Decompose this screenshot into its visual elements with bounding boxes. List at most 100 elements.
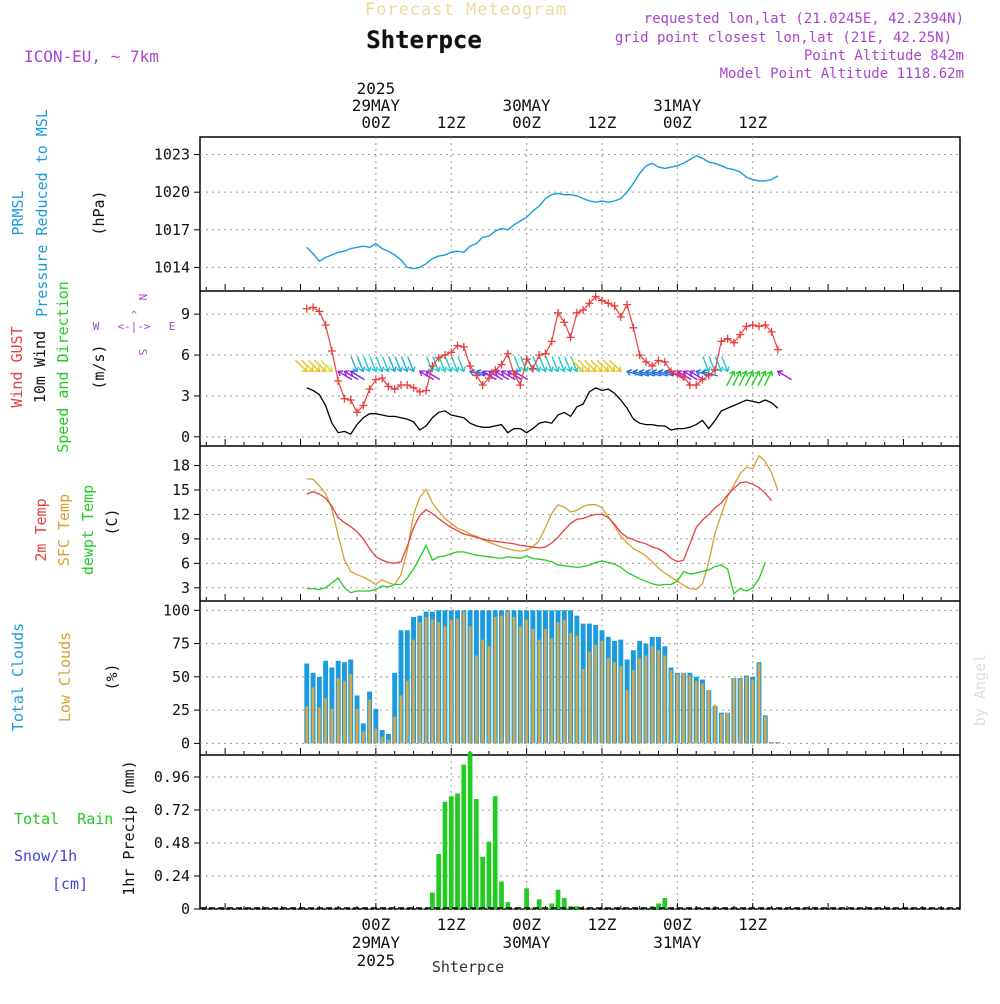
gust-marker [704,371,713,380]
arrow-head [352,366,360,373]
low-cloud-bar [355,708,359,744]
arrow-shaft [350,356,358,372]
wind-direction-arrow [609,359,622,373]
wind-direction-arrow [320,359,333,373]
low-cloud-bar [443,626,447,744]
low-cloud-bar [613,662,616,744]
gust-marker [321,321,330,330]
y-tick-label: 1020 [154,183,190,201]
gust-marker [604,299,613,308]
gust-marker [334,376,343,385]
precip-panel: 0 0.24 0.48 0.72 0.96 [154,752,961,918]
low-cloud-bar [663,655,667,744]
low-cloud-bar [632,670,635,744]
wind-direction-arrow [538,356,548,373]
low-cloud-bar [619,666,623,744]
arrow-shaft [307,359,320,372]
arrow-shaft [406,356,415,372]
arrow-head [644,369,651,376]
gust-marker [447,348,456,357]
low-cloud-bar [657,650,660,744]
low-cloud-bar [606,658,610,744]
gust-marker [755,322,764,331]
low-cloud-bar [405,680,409,744]
gust-marker [597,296,606,305]
top-time-label: 12Z [738,113,767,132]
arrow-head [459,366,466,373]
gust-marker [585,299,594,308]
rain-bar [561,898,567,909]
low-cloud-bar [581,668,585,744]
wind-direction-arrow [457,356,466,373]
low-cloud-bar [562,619,566,744]
low-cloud-bar [305,706,309,744]
y-tick-label: 12 [172,505,190,523]
arrow-head [418,370,425,377]
wind-10m-label: 10m Wind [31,331,49,403]
arrow-head [500,370,507,377]
top-time-label: 2025 [357,79,396,98]
arrow-head [534,366,542,373]
arrow-head [402,366,410,373]
low-cloud-bar [732,678,736,744]
rain-bar [555,889,561,909]
gust-marker [648,361,657,370]
arrow-shaft [532,356,540,372]
wind-direction-arrow [375,356,385,373]
arrow-shaft [545,356,553,372]
wind-gust-label: Wind GUST [8,326,26,407]
gust-marker [503,349,512,358]
rain-bar [467,752,473,909]
outer-frame [199,136,961,910]
snow-label: Snow/1h [14,847,77,865]
pressure-line [306,155,779,270]
wind-direction-arrow [388,356,397,373]
compass-e: E [169,320,176,333]
arrow-shaft [432,356,440,372]
low-cloud-bar [738,679,742,744]
low-cloud-bar [694,680,698,744]
arrow-shaft [570,356,578,372]
y-tick-label: 15 [172,481,190,499]
bottom-time-label: 12Z [738,915,767,934]
rain-bar [524,888,529,909]
arrow-head [651,369,658,376]
gust-marker [510,370,519,379]
requested-coords: requested lon,lat (21.0245E, 42.2394N) [644,11,964,27]
gust-marker [315,307,324,316]
rain-bar [656,903,661,909]
y-tick-label: 9 [181,305,190,323]
low-cloud-bar [682,672,685,744]
rain-bar [442,801,448,909]
gust-marker [497,360,506,369]
low-cloud-bar [387,739,390,744]
y-tick-label: 9 [181,530,190,548]
arrow-shaft [577,359,590,372]
arrow-shaft [362,356,371,372]
top-time-label: 00Z [361,113,390,132]
arrow-shaft [520,356,528,372]
gust-marker [635,351,644,360]
wind-direction-arrow [362,356,372,373]
arrow-shaft [494,370,510,381]
rain-bar [486,841,492,909]
wind-direction-arrow [406,356,416,373]
compass-line: <-|-> [117,320,150,333]
wind-direction-arrow [751,370,761,387]
cloud-panel: 0 25 50 75 100 [163,601,961,754]
low-cloud-bar [544,628,547,744]
y-tick-label: 75 [172,635,190,653]
low-cloud-bar [500,615,503,744]
low-cloud-bar [575,635,579,744]
total-clouds-label: Total Clouds [9,623,27,731]
wind-direction-arrow [369,356,378,373]
arrow-shaft [501,370,516,381]
wind-direction-arrow [350,356,360,373]
wind-direction-arrow [682,370,698,381]
low-cloud-bar [493,616,497,744]
arrow-head [615,366,622,373]
wind-direction-arrow [602,359,616,373]
